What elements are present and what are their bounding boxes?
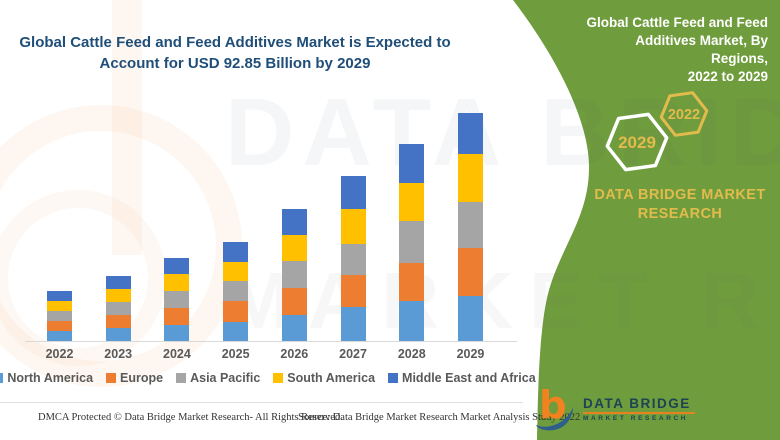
bar-segment-south-america-2023 [105,288,131,302]
bar-segment-europe-2024 [164,308,190,326]
panel-heading-line2: Additives Market, By Regions, [635,33,768,66]
logo-subtext: MARKET RESEARCH [583,415,689,422]
chart-title: Global Cattle Feed and Feed Additives Ma… [15,32,455,74]
bar-segment-north-america-2025 [223,321,249,341]
logo-rule [583,412,695,414]
bar-segment-north-america-2029 [457,296,483,341]
chart-legend: North America Europe Asia Pacific South Ame… [0,371,536,385]
bar-segment-asia-pacific-2022 [47,311,72,322]
x-axis-label-2024: 2024 [163,347,191,361]
bar-segment-europe-2025 [223,301,249,322]
bar-segment-south-america-2027 [340,208,366,244]
bar-segment-middle-east-and-africa-2026 [281,209,307,236]
x-axis-label-2026: 2026 [280,347,309,361]
x-axis-line [25,341,517,342]
bar-segment-middle-east-and-africa-2027 [340,176,366,209]
bar-segment-middle-east-and-africa-2024 [164,258,190,274]
panel-brand-text: DATA BRIDGE MARKET RESEARCH [585,186,775,224]
bar-segment-south-america-2022 [47,300,72,312]
bar-segment-europe-2026 [281,288,307,315]
bar-segment-asia-pacific-2029 [457,202,483,248]
x-axis-label-2022: 2022 [45,347,74,361]
hexagon-years-graphic: 2029 2022 [605,91,709,172]
chart-title-line2: Account for USD 92.85 Billion by 2029 [99,55,371,72]
bar-segment-north-america-2026 [281,314,307,341]
bar-segment-europe-2023 [105,314,131,328]
hexagon-2022-outline [659,91,709,137]
bar-segment-north-america-2028 [399,301,425,341]
footer-divider [0,402,523,403]
bar-segment-middle-east-and-africa-2022 [47,291,72,301]
legend-label: Middle East and Africa [402,371,536,385]
bar-segment-middle-east-and-africa-2029 [457,112,483,154]
bar-segment-asia-pacific-2025 [223,281,249,302]
x-axis-label-2027: 2027 [339,347,367,361]
legend-label: North America [7,371,94,385]
x-axis-label-2023: 2023 [104,347,133,361]
bar-segment-europe-2028 [399,262,425,302]
bar-segment-europe-2027 [340,275,366,308]
panel-brand-line2: RESEARCH [637,206,723,222]
legend-label: South America [287,371,376,385]
legend-swatch [388,373,399,383]
legend-item-asia-pacific: Asia Pacific [176,371,260,385]
legend-item-south-america: South America [273,371,375,385]
panel-heading-line3: 2022 to 2029 [687,69,768,84]
bar-segment-middle-east-and-africa-2028 [399,143,425,183]
bar-segment-asia-pacific-2023 [105,301,131,315]
chart-title-line1: Global Cattle Feed and Feed Additives Ma… [19,34,451,51]
bar-segment-europe-2022 [47,321,72,331]
legend-item-middle-east-and-africa: Middle East and Africa [388,371,536,385]
hexagon-2029-label: 2029 [618,133,656,152]
legend-swatch [273,373,284,383]
bar-segment-asia-pacific-2024 [164,290,190,309]
x-axis-label-2028: 2028 [397,347,426,361]
hexagon-2022-label: 2022 [668,107,700,123]
side-panel-shape [513,0,780,440]
bar-segment-north-america-2024 [164,325,190,341]
bar-segment-middle-east-and-africa-2025 [223,242,249,262]
bar-segment-asia-pacific-2028 [399,221,425,263]
data-bridge-logo: b DATA BRIDGE MARKET RESEARCH [534,386,695,432]
legend-swatch [0,373,4,383]
data-bridge-logo-icon: b [535,386,574,431]
bar-segment-south-america-2029 [457,153,483,203]
footer-source: Source: Data Bridge Market Research Mark… [298,412,581,423]
bar-segment-asia-pacific-2026 [281,261,307,289]
footer-copyright: DMCA Protected © Data Bridge Market Rese… [38,412,343,423]
legend-swatch [176,373,187,383]
bar-segment-north-america-2027 [340,307,366,341]
bar-segment-south-america-2028 [399,182,425,222]
legend-label: Asia Pacific [190,371,261,385]
bar-segment-north-america-2022 [47,330,72,341]
logo-swoosh [535,406,574,431]
hexagon-2029-outline [605,112,669,172]
panel-heading-line1: Global Cattle Feed and Feed [586,15,768,30]
logo-name: DATA BRIDGE [583,396,691,411]
x-axis-label-2025: 2025 [221,347,250,361]
bar-segment-north-america-2023 [105,327,131,341]
panel-heading: Global Cattle Feed and Feed Additives Ma… [583,14,768,86]
bar-segment-south-america-2024 [164,273,190,291]
bar-segment-asia-pacific-2027 [340,243,366,276]
bar-segment-middle-east-and-africa-2023 [105,276,131,289]
bar-segment-south-america-2026 [281,235,307,262]
bar-segment-south-america-2025 [223,261,249,282]
legend-label: Europe [120,371,164,385]
legend-item-north-america: North America [0,371,93,385]
panel-brand-line1: DATA BRIDGE MARKET [594,187,766,203]
legend-item-europe: Europe [106,371,163,385]
legend-swatch [106,373,117,383]
bar-segment-europe-2029 [457,247,483,297]
x-axis-label-2029: 2029 [456,347,485,361]
